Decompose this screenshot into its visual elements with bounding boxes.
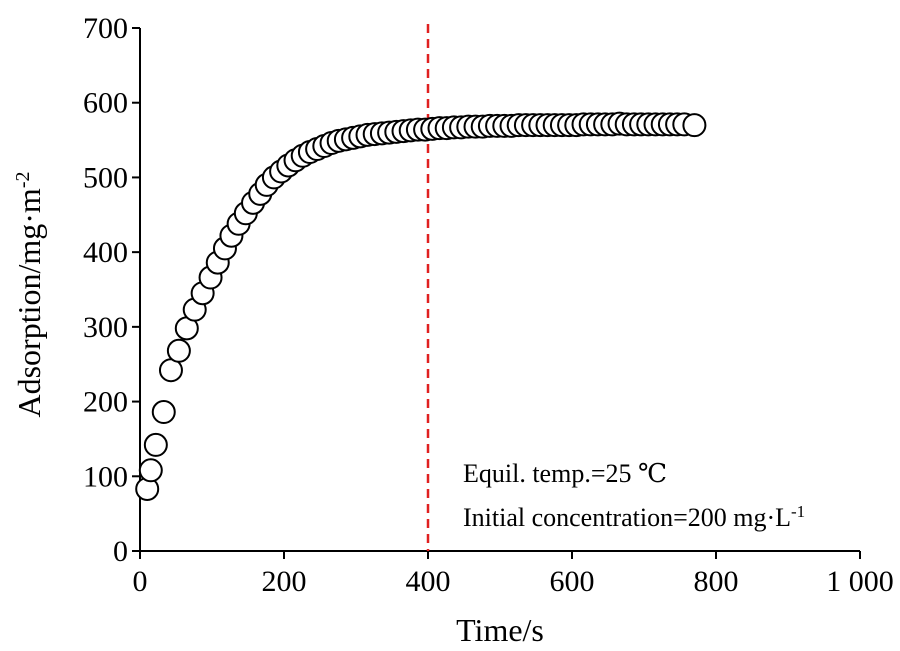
y-axis-title-main: Adsorption/mg·m — [11, 188, 47, 417]
x-axis-title: Time/s — [456, 612, 544, 648]
annotation-equil-temp: Equil. temp.=25 ℃ — [463, 459, 667, 488]
y-tick-label: 600 — [83, 87, 128, 120]
data-point — [143, 432, 168, 457]
y-tick-label: 500 — [83, 161, 128, 194]
annotation-initial-concentration: Initial concentration=200 mg·L-1 — [463, 502, 805, 533]
data-point — [151, 400, 176, 425]
annotation-initial-concentration-main: Initial concentration=200 mg·L — [463, 503, 791, 532]
axes — [139, 28, 860, 552]
x-tick-label: 0 — [133, 565, 148, 598]
data-point — [138, 458, 163, 483]
y-tick-label: 700 — [83, 12, 128, 45]
y-axis-title-superscript: -2 — [12, 172, 34, 189]
y-tick-label: 100 — [83, 460, 128, 493]
data-points — [135, 111, 707, 501]
y-tick-label: 0 — [113, 535, 128, 568]
ticks: 0 100 200 300 400 500 600 700 0 200 400 600 800 1 000 — [83, 12, 894, 598]
y-tick-label: 200 — [83, 386, 128, 419]
data-point — [166, 338, 191, 363]
y-axis-title: Adsorption/mg·m-2 — [11, 172, 47, 418]
y-tick-label: 400 — [83, 236, 128, 269]
x-tick-label: 1 000 — [826, 565, 894, 598]
data-point — [682, 113, 707, 138]
x-tick-label: 200 — [262, 565, 307, 598]
annotation-initial-concentration-superscript: -1 — [791, 502, 805, 521]
x-tick-label: 800 — [694, 565, 739, 598]
y-tick-label: 300 — [83, 311, 128, 344]
x-tick-label: 400 — [406, 565, 451, 598]
x-tick-label: 600 — [550, 565, 595, 598]
